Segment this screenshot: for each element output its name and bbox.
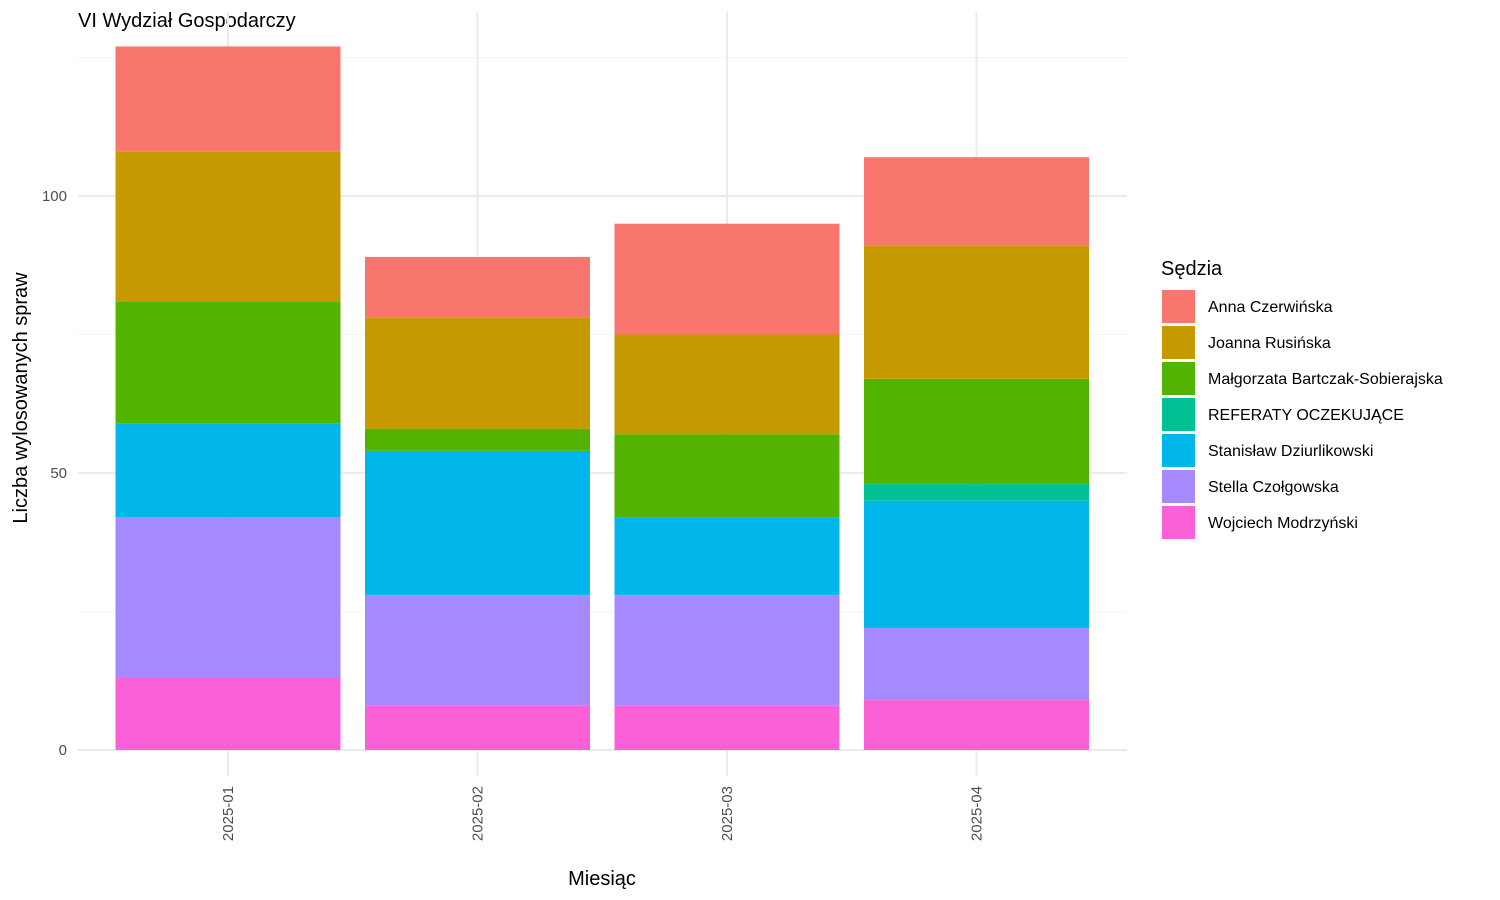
bar-segment [864, 500, 1089, 629]
bar-segment [365, 428, 590, 451]
bar-segment [614, 334, 840, 435]
bar-segment [614, 434, 840, 518]
bar-segment [864, 378, 1089, 485]
x-tick-label: 2025-02 [470, 786, 487, 841]
bar-segment [115, 677, 341, 750]
bar-segment [365, 705, 590, 750]
bars [115, 46, 1089, 750]
bar-segment [614, 594, 840, 706]
bar-segment [864, 484, 1089, 501]
bar-segment [115, 151, 341, 302]
bar-segment [614, 705, 840, 750]
legend: Sędzia Anna Czerwińska Joanna Rusińska Mał… [1161, 258, 1443, 539]
legend-swatch [1162, 434, 1195, 467]
bar-segment [365, 256, 590, 318]
bar-segment [614, 223, 840, 335]
bar-segment [864, 628, 1089, 701]
legend-label: Stanisław Dziurlikowski [1208, 443, 1373, 460]
legend-swatch [1162, 470, 1195, 503]
legend-label: REFERATY OCZEKUJĄCE [1208, 407, 1404, 424]
bar-segment [115, 46, 341, 152]
legend-label: Małgorzata Bartczak-Sobierajska [1208, 371, 1443, 388]
bar-segment [115, 301, 341, 424]
legend-swatch [1162, 398, 1195, 431]
legend-label: Joanna Rusińska [1208, 335, 1331, 352]
bar-segment [614, 517, 840, 595]
legend-label: Anna Czerwińska [1208, 299, 1333, 316]
legend-label: Wojciech Modrzyński [1208, 515, 1358, 532]
y-tick-label: 0 [59, 742, 67, 759]
x-tick-label: 2025-03 [719, 786, 736, 841]
bar-segment [115, 517, 341, 678]
y-axis-title: Liczba wylosowanych spraw [10, 272, 32, 524]
x-axis-title: Miesiąc [568, 868, 636, 890]
bar-segment [365, 317, 590, 429]
x-axis-ticks: 2025-01 2025-02 2025-03 2025-04 [220, 786, 986, 841]
legend-swatch [1162, 290, 1195, 323]
bar-segment [864, 700, 1089, 750]
legend-label: Stella Czołgowska [1208, 479, 1339, 496]
bar-segment [365, 450, 590, 595]
chart-title: VI Wydział Gospodarczy [78, 10, 296, 32]
x-tick-label: 2025-04 [969, 786, 986, 841]
legend-swatch [1162, 506, 1195, 539]
bar-segment [365, 594, 590, 706]
x-tick-label: 2025-01 [220, 786, 237, 841]
bar-segment [864, 245, 1089, 379]
bar-segment [864, 157, 1089, 246]
y-axis-ticks: 0 50 100 [42, 188, 67, 759]
y-tick-label: 50 [50, 465, 67, 482]
legend-swatch [1162, 362, 1195, 395]
bar-segment [115, 423, 341, 518]
y-tick-label: 100 [42, 188, 67, 205]
legend-title: Sędzia [1161, 258, 1223, 280]
legend-swatch [1162, 326, 1195, 359]
